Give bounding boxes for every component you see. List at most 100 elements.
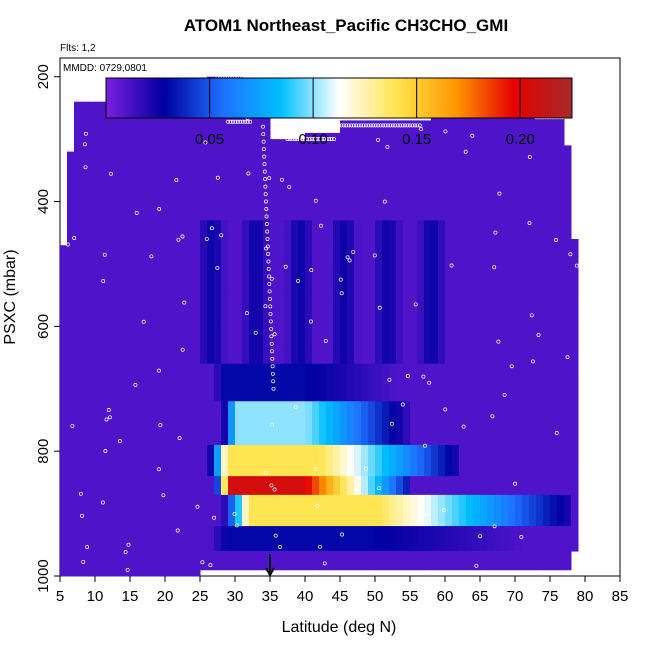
heatmap-cell <box>179 426 187 433</box>
heatmap-cell <box>396 126 404 134</box>
heatmap-cell <box>417 226 425 234</box>
heatmap-cell <box>207 307 215 315</box>
heatmap-cell <box>123 388 131 396</box>
heatmap-cell <box>200 544 208 552</box>
heatmap-cell <box>529 126 537 134</box>
heatmap-cell <box>193 182 201 190</box>
heatmap-cell <box>480 164 488 171</box>
heatmap-cell <box>340 301 348 309</box>
heatmap-cell <box>242 238 250 246</box>
heatmap-cell <box>326 232 334 240</box>
heatmap-cell <box>515 151 523 159</box>
heatmap-cell <box>319 276 327 284</box>
heatmap-cell <box>165 395 173 402</box>
heatmap-cell <box>158 195 166 203</box>
heatmap-cell <box>333 544 341 552</box>
heatmap-cell <box>277 207 285 215</box>
heatmap-cell <box>165 176 173 184</box>
heatmap-cell <box>305 413 313 421</box>
heatmap-cell <box>235 513 243 521</box>
heatmap-cell <box>74 288 82 296</box>
heatmap-cell <box>179 176 187 184</box>
heatmap-cell <box>102 457 110 465</box>
heatmap-cell <box>186 569 194 577</box>
heatmap-cell <box>179 170 187 178</box>
heatmap-cell <box>347 288 355 296</box>
heatmap-cell <box>298 345 306 352</box>
heatmap-cell <box>95 395 103 402</box>
heatmap-cell <box>242 226 250 234</box>
heatmap-cell <box>424 182 432 190</box>
heatmap-cell <box>494 170 502 178</box>
heatmap-cell <box>494 238 502 246</box>
heatmap-cell <box>60 338 68 346</box>
heatmap-cell <box>60 263 68 271</box>
date-note: MMDD: 0729,0801 <box>63 63 147 74</box>
heatmap-cell <box>508 139 516 146</box>
heatmap-cell <box>137 276 145 284</box>
heatmap-cell <box>207 151 215 159</box>
heatmap-cell <box>368 563 376 571</box>
heatmap-cell <box>438 226 446 234</box>
heatmap-cell <box>95 114 103 121</box>
heatmap-cell <box>165 326 173 334</box>
heatmap-cell <box>347 557 355 565</box>
heatmap-cell <box>123 238 131 246</box>
heatmap-cell <box>200 494 208 502</box>
heatmap-cell <box>74 569 82 577</box>
heatmap-cell <box>221 376 229 384</box>
heatmap-cell <box>494 320 502 327</box>
heatmap-cell <box>221 407 229 415</box>
heatmap-cell <box>452 419 460 427</box>
heatmap-cell <box>389 451 397 458</box>
heatmap-cell <box>95 526 103 533</box>
heatmap-cell <box>431 432 439 440</box>
heatmap-cell <box>158 432 166 440</box>
heatmap-cell <box>179 195 187 203</box>
heatmap-cell <box>67 544 75 552</box>
heatmap-cell <box>130 326 138 334</box>
heatmap-cell <box>431 276 439 284</box>
heatmap-cell <box>186 332 194 340</box>
heatmap-cell <box>361 326 369 334</box>
heatmap-cell <box>193 270 201 277</box>
heatmap-cell <box>326 145 334 153</box>
heatmap-cell <box>116 407 124 415</box>
heatmap-cell <box>291 195 299 203</box>
heatmap-cell <box>480 382 488 390</box>
heatmap-cell <box>312 513 320 521</box>
heatmap-cell <box>340 419 348 427</box>
heatmap-cell <box>291 214 299 221</box>
heatmap-cell <box>466 544 474 552</box>
heatmap-cell <box>515 507 523 515</box>
heatmap-cell <box>242 182 250 190</box>
heatmap-cell <box>522 170 530 178</box>
heatmap-cell <box>382 139 390 146</box>
heatmap-cell <box>459 494 467 502</box>
heatmap-cell <box>158 120 166 128</box>
heatmap-cell <box>389 363 397 371</box>
heatmap-cell <box>473 351 481 359</box>
heatmap-cell <box>144 457 152 465</box>
heatmap-cell <box>333 170 341 178</box>
heatmap-cell <box>368 195 376 203</box>
heatmap-cell <box>452 257 460 265</box>
heatmap-cell <box>172 182 180 190</box>
heatmap-cell <box>354 295 362 302</box>
heatmap-cell <box>494 332 502 340</box>
heatmap-cell <box>494 139 502 146</box>
heatmap-cell <box>242 270 250 277</box>
heatmap-cell <box>256 395 264 402</box>
heatmap-cell <box>60 494 68 502</box>
heatmap-cell <box>137 463 145 471</box>
heatmap-cell <box>95 282 103 290</box>
heatmap-cell <box>270 432 278 440</box>
heatmap-cell <box>81 357 89 365</box>
heatmap-cell <box>88 482 96 490</box>
heatmap-cell <box>284 232 292 240</box>
heatmap-cell <box>354 176 362 184</box>
heatmap-cell <box>410 388 418 396</box>
heatmap-cell <box>508 226 516 234</box>
heatmap-cell <box>88 395 96 402</box>
heatmap-cell <box>333 513 341 521</box>
